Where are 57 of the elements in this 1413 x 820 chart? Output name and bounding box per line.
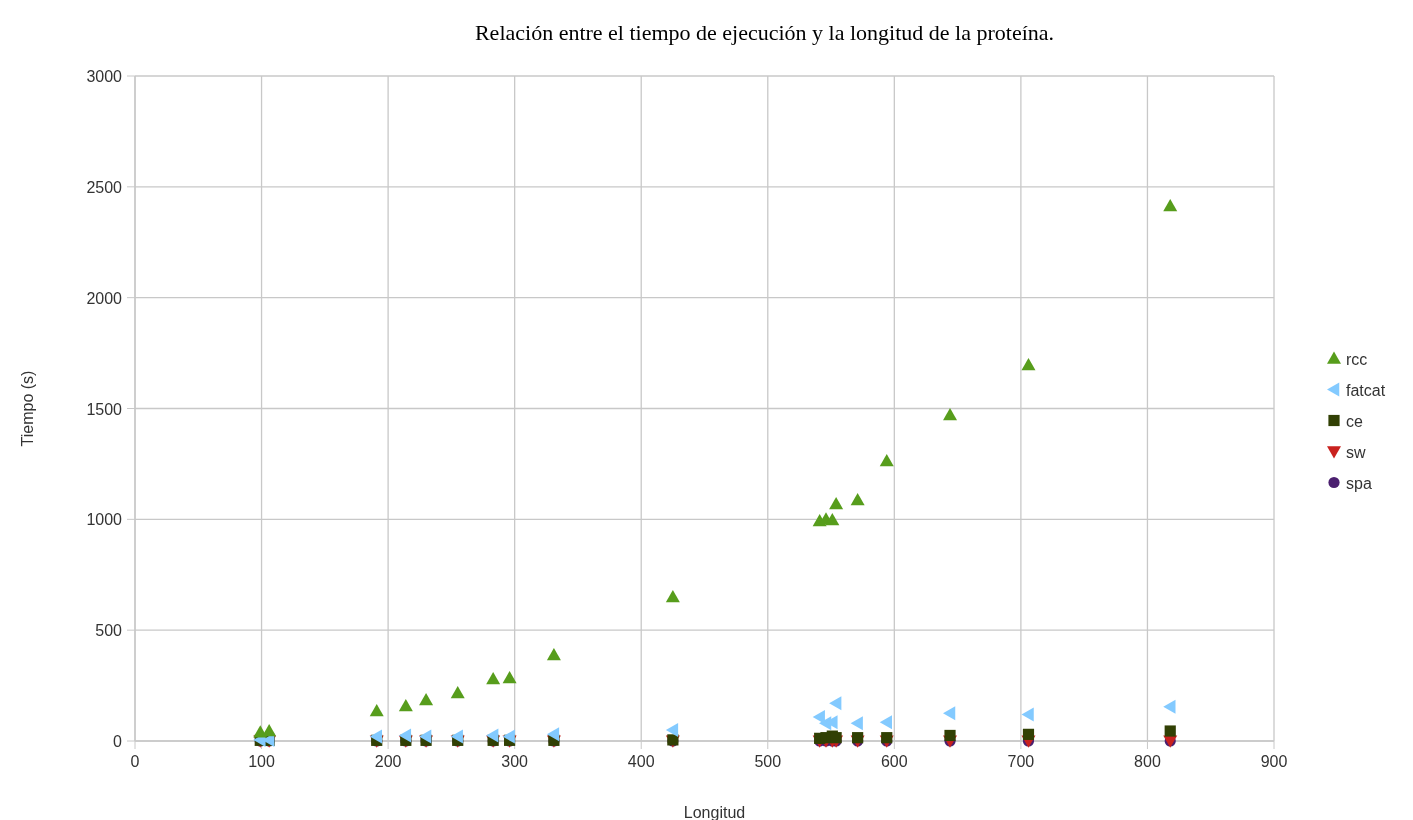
point [1163, 199, 1178, 212]
point [398, 728, 412, 743]
chart-title: Relación entre el tiempo de ejecución y la longitud de la proteína. [474, 20, 1055, 45]
y-tick-label: 0 [113, 733, 123, 750]
point [850, 493, 865, 506]
y-tick-label: 1000 [86, 511, 123, 529]
point [850, 716, 863, 731]
y-tick-label: 3000 [86, 68, 123, 85]
point [1022, 728, 1035, 740]
point [944, 729, 956, 742]
point [398, 698, 413, 712]
point [419, 729, 432, 744]
point [665, 589, 680, 603]
point [486, 728, 499, 743]
point [450, 729, 463, 744]
legend-label: ce [1346, 412, 1363, 430]
x-tick-label: 400 [627, 753, 655, 770]
point [502, 729, 515, 744]
point [829, 497, 844, 510]
x-tick-label: 900 [1260, 753, 1288, 770]
point [665, 722, 679, 737]
point [1021, 707, 1034, 722]
point [502, 671, 517, 684]
point [546, 647, 561, 661]
legend-label: spa [1346, 474, 1372, 492]
legend-label: sw [1346, 443, 1366, 461]
legend-label: rcc [1346, 350, 1368, 368]
point [450, 685, 465, 699]
point [825, 513, 840, 526]
point [1021, 358, 1036, 371]
point [369, 704, 384, 717]
y-tick-label: 2000 [86, 289, 123, 307]
y-tick-label: 1500 [86, 400, 123, 418]
x-tick-label: 200 [374, 753, 402, 770]
point [369, 729, 382, 744]
y-tick-label: 500 [95, 622, 123, 640]
y-tick-label: 2500 [86, 178, 123, 196]
x-tick-label: 600 [880, 753, 908, 770]
point [262, 724, 277, 737]
point [486, 671, 501, 685]
point [419, 692, 434, 706]
point [943, 407, 958, 421]
x-tick-label: 300 [501, 753, 529, 770]
x-tick-label: 500 [754, 753, 782, 770]
point [879, 454, 894, 467]
point [829, 696, 842, 711]
point [1163, 699, 1176, 714]
x-tick-label: 100 [248, 753, 275, 770]
point [546, 727, 560, 742]
point [1164, 725, 1176, 737]
point [943, 706, 956, 721]
legend-label: fatcat [1346, 381, 1386, 399]
x-tick-label: 800 [1134, 753, 1161, 770]
x-tick-label: 0 [130, 753, 140, 770]
point [879, 715, 892, 730]
y-axis-title: Tiempo (s) [19, 370, 36, 447]
x-tick-label: 700 [1007, 753, 1035, 770]
